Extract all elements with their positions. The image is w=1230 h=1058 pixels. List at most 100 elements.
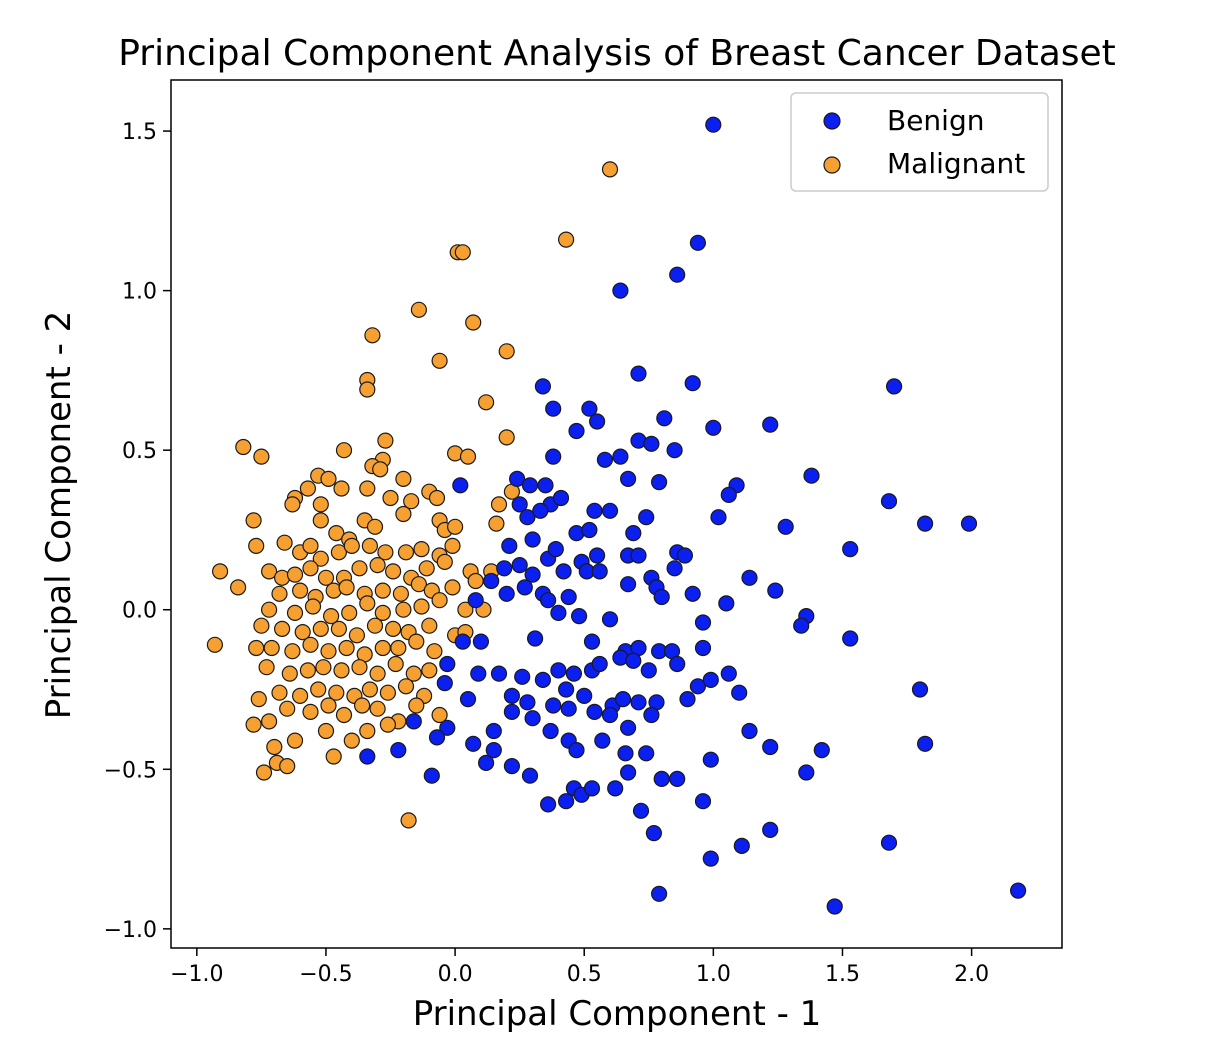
point-malignant <box>281 665 298 682</box>
point-malignant <box>390 639 407 657</box>
point-malignant <box>271 684 288 701</box>
point-benign <box>694 614 712 631</box>
point-benign <box>478 754 495 772</box>
point-benign <box>741 569 758 586</box>
point-benign <box>666 560 683 577</box>
point-benign <box>762 738 779 756</box>
point-benign <box>498 585 515 602</box>
point-benign <box>601 502 619 519</box>
point-benign <box>793 617 810 634</box>
point-malignant <box>366 617 384 634</box>
point-benign <box>568 422 585 440</box>
point-benign <box>669 770 686 788</box>
point-malignant <box>266 738 283 756</box>
point-malignant <box>418 560 435 577</box>
point-benign <box>916 515 934 532</box>
point-malignant <box>271 585 288 602</box>
point-malignant <box>498 429 515 446</box>
points-layer <box>206 116 1027 915</box>
point-malignant <box>387 655 404 673</box>
point-benign <box>630 694 647 711</box>
point-benign <box>485 722 502 740</box>
x-tick-label: −0.5 <box>299 962 352 987</box>
point-benign <box>880 834 898 851</box>
point-benign <box>842 540 859 558</box>
point-benign <box>439 655 456 673</box>
point-malignant <box>392 585 409 602</box>
x-tick-label: 2.0 <box>954 962 989 987</box>
point-benign <box>552 489 570 507</box>
point-malignant <box>351 659 368 676</box>
point-benign <box>842 630 859 647</box>
point-benign <box>702 850 719 867</box>
point-malignant <box>235 438 252 456</box>
point-benign <box>885 378 903 395</box>
point-benign <box>532 502 549 519</box>
point-benign <box>508 470 526 487</box>
point-malignant <box>428 489 446 507</box>
point-malignant <box>320 697 337 714</box>
point-benign <box>666 442 683 459</box>
point-benign <box>581 521 598 539</box>
point-malignant <box>395 505 412 523</box>
point-benign <box>511 556 528 574</box>
point-benign <box>619 470 637 487</box>
point-benign <box>632 802 650 819</box>
point-benign <box>588 547 606 564</box>
point-benign <box>702 671 719 689</box>
point-malignant <box>405 665 422 682</box>
point-malignant <box>395 601 412 618</box>
point-malignant <box>284 496 301 513</box>
legend: Benign Malignant <box>790 92 1049 192</box>
point-malignant <box>320 643 337 660</box>
point-benign <box>705 419 722 436</box>
point-malignant <box>341 604 358 622</box>
point-benign <box>777 518 794 535</box>
point-benign <box>524 531 541 548</box>
point-malignant <box>330 620 347 638</box>
point-malignant <box>330 544 347 561</box>
point-benign <box>630 365 647 382</box>
point-benign <box>619 719 637 736</box>
point-benign <box>467 592 484 609</box>
point-malignant <box>335 706 353 724</box>
y-tick-label: 0.0 <box>122 599 157 624</box>
point-malignant <box>421 617 438 634</box>
point-benign <box>718 595 735 612</box>
point-malignant <box>431 706 448 724</box>
point-malignant <box>302 636 319 653</box>
point-benign <box>470 665 487 682</box>
point-malignant <box>302 703 319 721</box>
point-malignant <box>601 161 619 178</box>
point-malignant <box>333 662 350 679</box>
point-malignant <box>459 448 477 465</box>
point-benign <box>826 898 843 915</box>
point-malignant <box>317 569 335 586</box>
point-benign <box>694 793 712 810</box>
point-benign <box>653 588 670 606</box>
point-benign <box>550 662 567 679</box>
point-malignant <box>410 301 427 318</box>
point-malignant <box>253 617 270 634</box>
point-benign <box>612 282 629 299</box>
point-benign <box>619 764 637 781</box>
point-malignant <box>444 537 461 555</box>
point-malignant <box>312 512 329 529</box>
point-malignant <box>426 643 443 660</box>
point-malignant <box>325 748 342 765</box>
point-benign <box>359 748 376 765</box>
point-malignant <box>488 515 505 532</box>
point-malignant <box>361 681 378 698</box>
legend-box <box>790 92 1049 192</box>
point-benign <box>643 435 660 452</box>
point-malignant <box>299 662 316 679</box>
y-tick-label: 1.0 <box>122 280 157 305</box>
point-benign <box>689 678 707 695</box>
point-malignant <box>431 352 448 369</box>
point-benign <box>710 509 727 526</box>
point-benign <box>650 474 668 491</box>
y-tick-label: 0.5 <box>122 439 157 464</box>
point-benign <box>638 745 655 762</box>
point-benign <box>459 690 477 708</box>
point-benign <box>625 652 642 669</box>
